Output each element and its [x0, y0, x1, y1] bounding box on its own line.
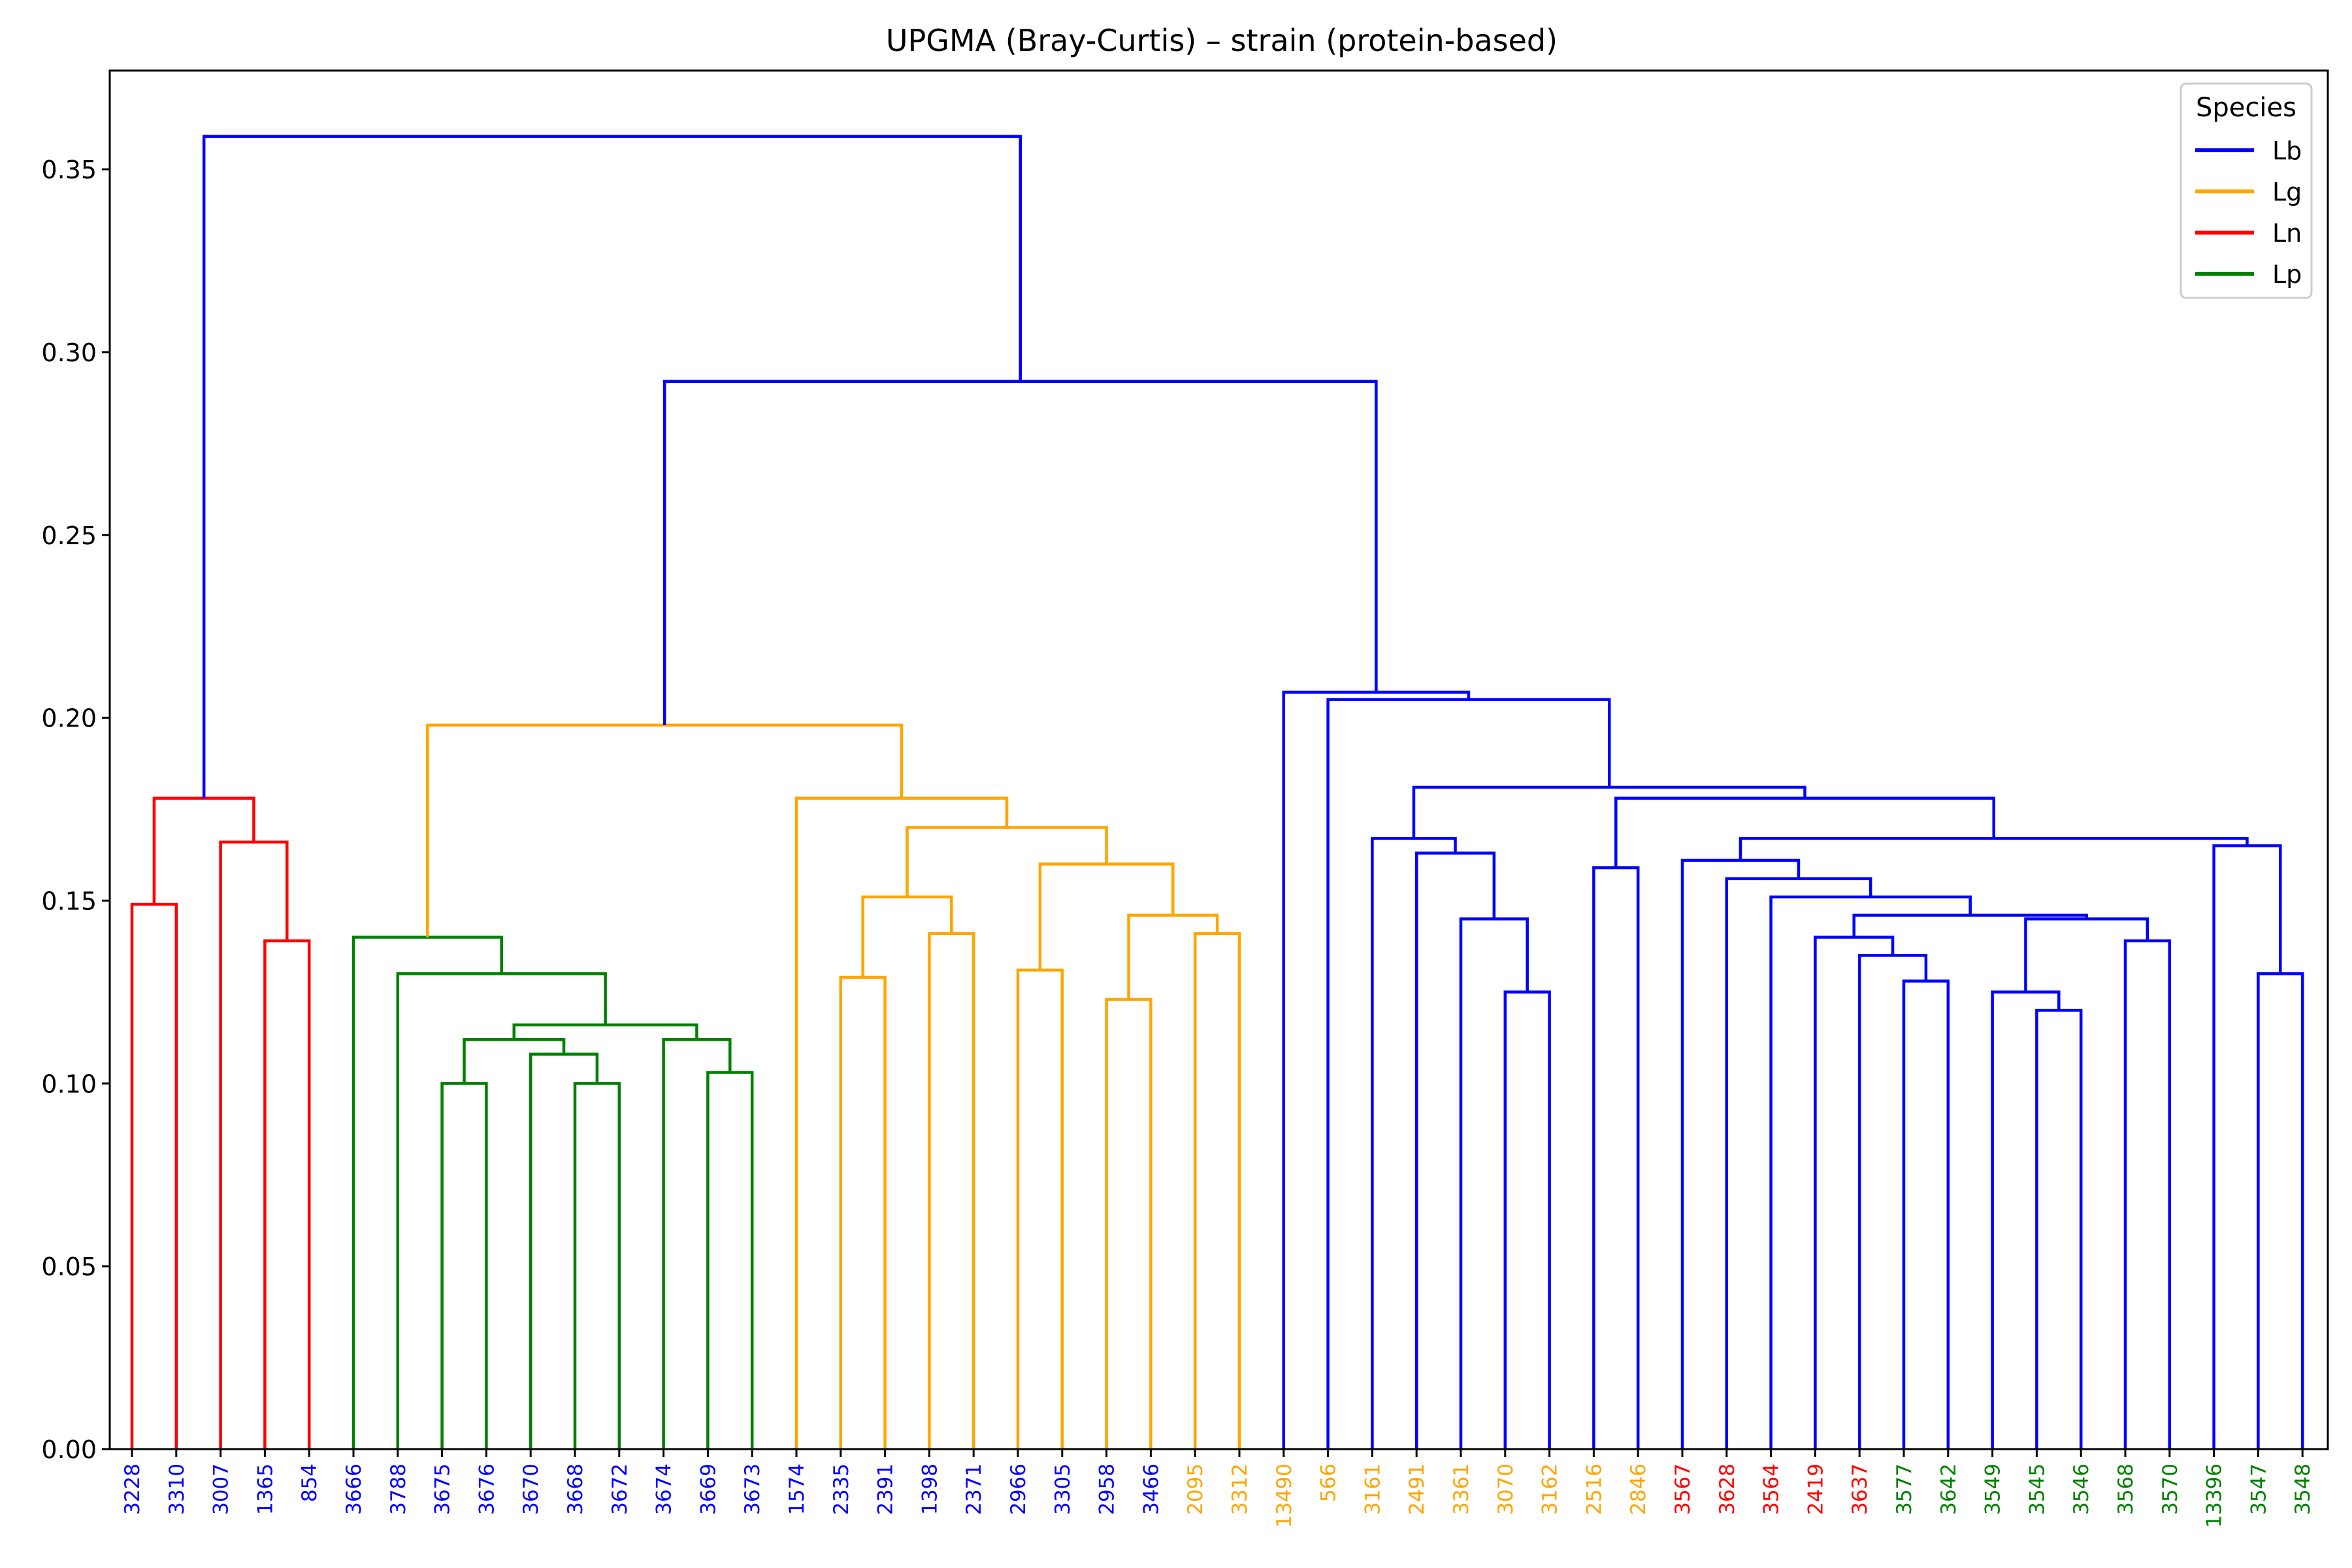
dendrogram-link-n5	[440, 1082, 488, 1449]
leaf-label-3567: 3567	[1671, 1463, 1695, 1515]
dendrogram-link-n9	[706, 1071, 754, 1449]
leaf-label-3310: 3310	[165, 1463, 189, 1515]
dendrogram-link-n32	[1814, 936, 1895, 1449]
leaf-label-2516: 2516	[1582, 1463, 1606, 1515]
leaf-label-566: 566	[1317, 1463, 1341, 1502]
legend-label-Lp: Lp	[2272, 260, 2302, 289]
dendrogram-link-n39	[1725, 877, 1872, 1449]
leaf-label-3788: 3788	[387, 1463, 410, 1515]
leaf-label-3466: 3466	[1139, 1463, 1163, 1515]
leaf-label-3305: 3305	[1051, 1463, 1075, 1515]
dendrogram-link-n6	[573, 1082, 621, 1449]
leaf-label-3670: 3670	[519, 1463, 543, 1515]
y-tick-label: 0.15	[41, 887, 97, 915]
dendrogram-link-n30	[1902, 979, 1950, 1449]
dendrogram-link-n23	[794, 796, 1009, 1449]
leaf-label-2846: 2846	[1627, 1463, 1650, 1515]
y-tick-label: 0.10	[41, 1070, 97, 1098]
leaf-label-3637: 3637	[1848, 1463, 1872, 1515]
leaf-label-3577: 3577	[1893, 1463, 1916, 1515]
dendrogram-link-n25	[1503, 990, 1551, 1449]
dendrogram-link-n10	[662, 1037, 732, 1449]
chart-title: UPGMA (Bray-Curtis) – strain (protein-ba…	[886, 23, 1558, 58]
dendrogram-link-n49	[202, 135, 1022, 798]
dendrogram-link-n13	[351, 936, 503, 1449]
leaf-label-3548: 3548	[2291, 1463, 2315, 1515]
plot-frame	[108, 69, 2329, 1450]
leaf-label-3564: 3564	[1760, 1463, 1784, 1515]
leaf-label-3545: 3545	[2025, 1463, 2049, 1515]
leaf-label-3676: 3676	[475, 1463, 498, 1515]
leaf-label-3642: 3642	[1937, 1463, 1961, 1515]
leaf-label-3669: 3669	[696, 1463, 720, 1515]
dendrogram-link-n34	[1991, 990, 2061, 1449]
y-tick-label: 0.30	[41, 338, 97, 367]
leaf-label-3228: 3228	[121, 1463, 144, 1515]
leaf-labels: 3228 3310 3007 1365 854 3666 3788 3675 3676 3670 3…	[121, 1449, 2315, 1528]
leaf-label-854: 854	[298, 1463, 321, 1502]
leaf-label-3568: 3568	[2114, 1463, 2138, 1515]
y-tick-label: 0.25	[41, 521, 97, 550]
leaf-label-2391: 2391	[874, 1463, 898, 1515]
leaf-label-3628: 3628	[1716, 1463, 1739, 1515]
y-tick-label: 0.20	[41, 704, 97, 733]
dendrogram-link-n29	[1592, 866, 1640, 1449]
leaf-label-3361: 3361	[1450, 1463, 1473, 1515]
leaf-label-3549: 3549	[1982, 1463, 2005, 1515]
dendrogram-link-n3	[219, 840, 289, 1449]
leaf-label-3161: 3161	[1361, 1463, 1384, 1515]
leaf-label-3007: 3007	[210, 1463, 233, 1515]
leaf-label-3162: 3162	[1539, 1463, 1562, 1515]
legend-label-Lg: Lg	[2272, 178, 2302, 206]
leaf-label-2371: 2371	[962, 1463, 986, 1515]
leaf-label-2095: 2095	[1184, 1463, 1207, 1515]
y-tick-label: 0.05	[41, 1252, 97, 1281]
legend: Species Lb Lg Ln Lp	[2180, 82, 2313, 299]
leaf-label-3675: 3675	[431, 1463, 455, 1515]
legend-label-Ln: Ln	[2272, 219, 2302, 248]
dendrogram-link-n45	[1412, 785, 1806, 839]
leaf-label-3312: 3312	[1228, 1463, 1252, 1515]
legend-title: Species	[2196, 93, 2296, 123]
leaf-label-3070: 3070	[1494, 1463, 1518, 1515]
leaf-label-2491: 2491	[1405, 1463, 1429, 1515]
dendrogram-link-n31	[1857, 954, 1928, 1449]
dendrogram-link-n11	[512, 1023, 698, 1040]
leaf-label-3674: 3674	[653, 1463, 676, 1515]
dendrogram-links	[130, 135, 2304, 1449]
y-axis: 0.00 0.05 0.10 0.15 0.20 0.25 0.30 0.35	[41, 155, 110, 1464]
dendrogram-link-n47	[1282, 691, 1471, 1449]
leaf-label-3570: 3570	[2159, 1463, 2182, 1515]
dendrogram-link-n42	[2212, 844, 2282, 1449]
leaf-label-1398: 1398	[918, 1463, 941, 1515]
dendrogram-link-n19	[1193, 932, 1241, 1449]
leaf-label-1365: 1365	[253, 1463, 277, 1515]
leaf-label-3547: 3547	[2247, 1463, 2270, 1515]
dendrogram-link-n4	[152, 796, 255, 905]
dendrogram-link-n8	[463, 1037, 566, 1084]
leaf-label-3546: 3546	[2070, 1463, 2093, 1515]
leaf-label-13396: 13396	[2203, 1463, 2227, 1528]
leaf-label-3666: 3666	[342, 1463, 366, 1515]
y-tick-label: 0.00	[41, 1435, 97, 1464]
legend-label-Lb: Lb	[2272, 137, 2302, 165]
leaf-label-2966: 2966	[1007, 1463, 1030, 1515]
y-tick-label: 0.35	[41, 155, 97, 184]
leaf-label-2958: 2958	[1096, 1463, 1119, 1515]
leaf-label-3673: 3673	[741, 1463, 764, 1515]
leaf-label-3672: 3672	[608, 1463, 632, 1515]
dendrogram-link-n27	[1414, 851, 1496, 1449]
dendrogram-link-n44	[1614, 796, 1995, 868]
dendrogram-link-n15	[928, 932, 975, 1449]
leaf-label-2335: 2335	[830, 1463, 853, 1515]
leaf-label-13490: 13490	[1273, 1463, 1296, 1528]
leaf-label-2419: 2419	[1804, 1463, 1827, 1515]
leaf-label-3668: 3668	[564, 1463, 587, 1515]
dendrogram-link-n21	[1038, 862, 1175, 970]
leaf-label-1574: 1574	[785, 1463, 809, 1515]
dendrogram-link-n17	[1016, 968, 1064, 1449]
